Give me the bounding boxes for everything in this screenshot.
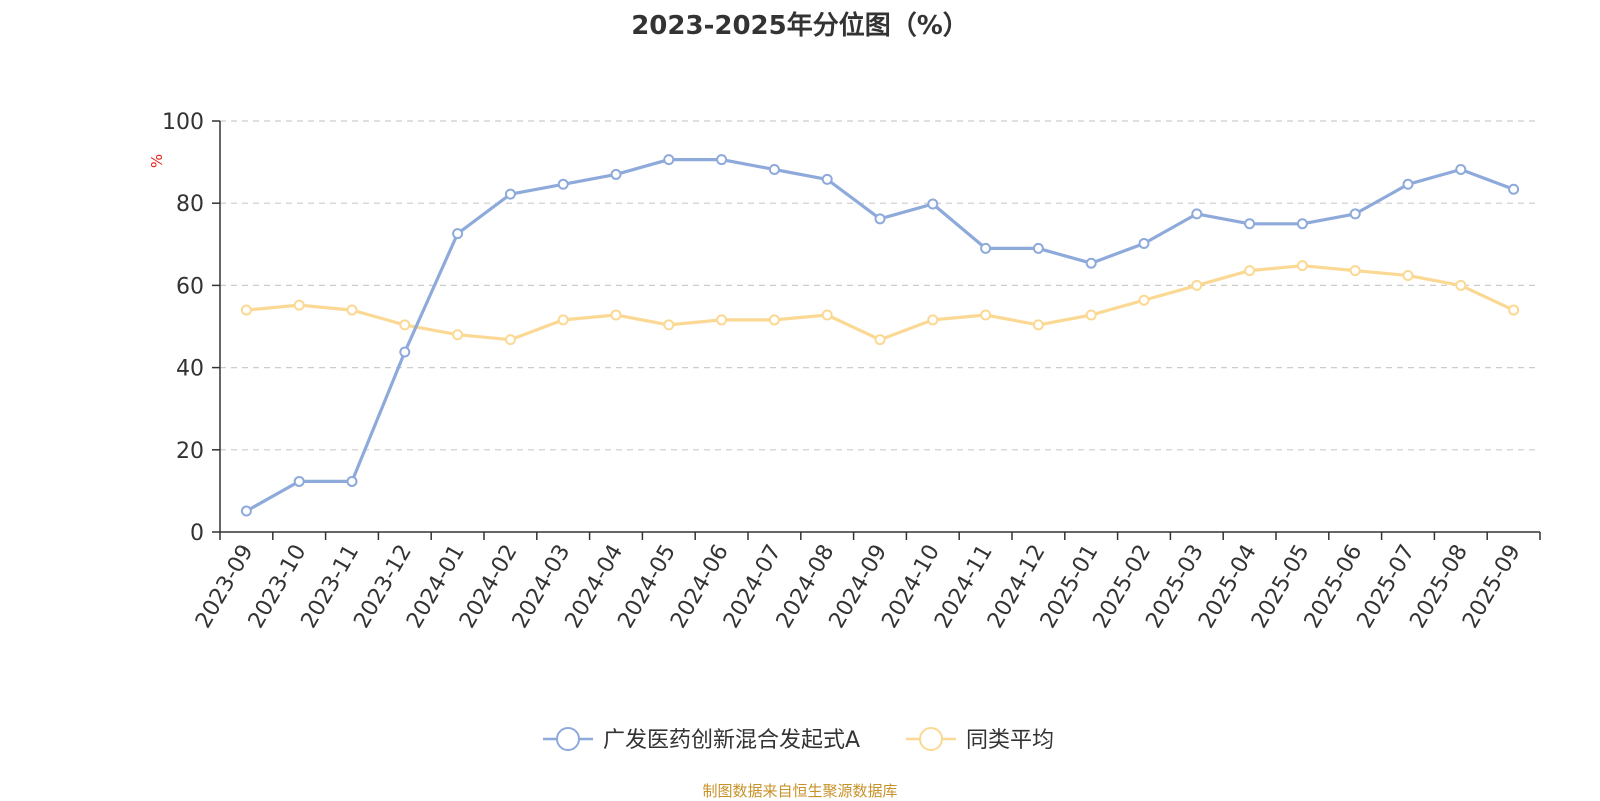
legend-marker [919, 727, 943, 751]
data-point [874, 334, 886, 346]
data-point [1349, 265, 1361, 277]
data-point [663, 154, 675, 166]
data-point [240, 505, 252, 517]
data-point [1455, 163, 1467, 175]
legend-label: 广发医药创新混合发起式A [603, 728, 860, 753]
data-point [452, 329, 464, 341]
data-point [1085, 257, 1097, 269]
data-point [399, 346, 411, 358]
data-point [1455, 279, 1467, 291]
data-point [293, 475, 305, 487]
y-tick-label: 0 [190, 521, 204, 546]
series-line [246, 264, 1515, 342]
chart-title: 2023-2025年分位图（%） [631, 11, 969, 41]
data-point [768, 314, 780, 326]
data-point [346, 304, 358, 316]
data-point [821, 309, 833, 321]
data-point [1244, 265, 1256, 277]
data-point [1138, 237, 1150, 249]
legend-item: 广发医药创新混合发起式A [543, 727, 860, 753]
y-tick-label: 40 [176, 357, 204, 382]
legend-item: 同类平均 [906, 727, 1054, 753]
data-point [504, 188, 516, 200]
data-point [1085, 309, 1097, 321]
y-axis-label: % [148, 154, 166, 168]
data-point [1032, 242, 1044, 254]
source-note: 制图数据来自恒生聚源数据库 [702, 782, 898, 800]
data-point [557, 178, 569, 190]
data-point [1349, 208, 1361, 220]
data-point [1244, 218, 1256, 230]
data-point [1032, 319, 1044, 331]
data-point [399, 319, 411, 331]
data-point [1402, 178, 1414, 190]
data-point [980, 242, 992, 254]
y-tick-label: 60 [176, 274, 204, 299]
data-point [1191, 279, 1203, 291]
data-point [716, 314, 728, 326]
data-point [1402, 270, 1414, 282]
data-point [980, 309, 992, 321]
data-point [874, 213, 886, 225]
y-tick-label: 100 [162, 110, 204, 135]
data-point [1508, 304, 1520, 316]
data-point [452, 228, 464, 240]
data-point [346, 475, 358, 487]
data-point [240, 304, 252, 316]
data-point [768, 163, 780, 175]
data-point [1296, 260, 1308, 272]
data-point [557, 314, 569, 326]
y-tick-label: 80 [176, 192, 204, 217]
data-point [610, 168, 622, 180]
data-point [610, 309, 622, 321]
data-point [1508, 183, 1520, 195]
data-point [1296, 218, 1308, 230]
y-tick-label: 20 [176, 439, 204, 464]
data-point [927, 314, 939, 326]
data-point [1138, 294, 1150, 306]
data-point [663, 319, 675, 331]
data-point [821, 173, 833, 185]
data-point [293, 299, 305, 311]
data-point [716, 154, 728, 166]
legend-marker [556, 727, 580, 751]
data-point [504, 334, 516, 346]
legend-label: 同类平均 [966, 728, 1054, 753]
data-point [1191, 208, 1203, 220]
data-point [927, 198, 939, 210]
